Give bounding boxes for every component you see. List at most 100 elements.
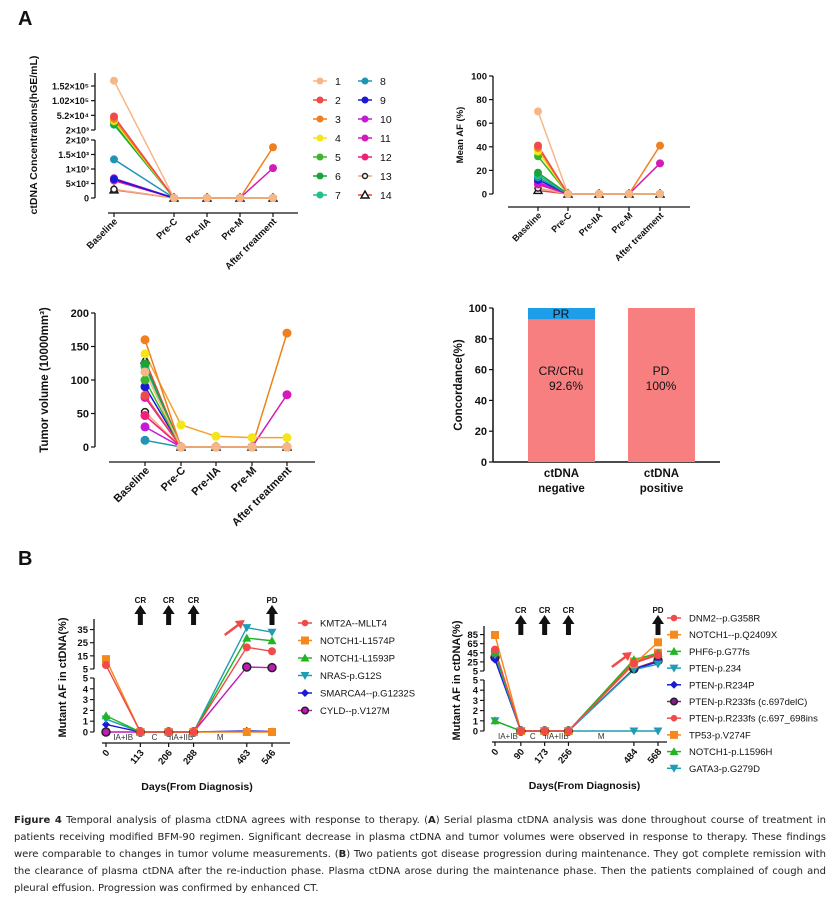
x-tick-label: 546 bbox=[260, 748, 279, 767]
point-marker bbox=[140, 335, 150, 345]
legend-item: PTEN-p.234 bbox=[667, 664, 741, 675]
data-point bbox=[669, 764, 679, 773]
series-line bbox=[113, 189, 273, 199]
x-tick-label: 256 bbox=[556, 747, 575, 766]
data-point bbox=[140, 435, 150, 445]
legend-item: 3 bbox=[313, 114, 341, 126]
x-tick-label: Baseline bbox=[510, 210, 543, 243]
legend-item: 9 bbox=[358, 95, 386, 107]
data-point bbox=[269, 164, 277, 173]
data-point bbox=[242, 643, 251, 652]
data-point bbox=[316, 191, 324, 199]
figure-caption: Figure 4 Temporal analysis of plasma ctD… bbox=[14, 812, 826, 897]
point-marker bbox=[140, 382, 150, 392]
legend-item: 1 bbox=[313, 76, 341, 88]
data-point bbox=[282, 390, 292, 400]
data-point bbox=[211, 431, 221, 441]
panel-label-b: B bbox=[18, 548, 33, 570]
x-tick-label: 0 bbox=[489, 747, 501, 758]
bar-annotation: CR/CRu bbox=[539, 364, 584, 378]
data-point bbox=[268, 728, 276, 736]
y-tick-label: 20 bbox=[476, 166, 487, 177]
legend-label: NOTCH1-L1574P bbox=[320, 636, 395, 647]
event-label: CR bbox=[163, 596, 175, 605]
point-marker bbox=[656, 141, 664, 150]
x-tick-label: ctDNA bbox=[644, 468, 679, 480]
data-point bbox=[176, 442, 186, 452]
point-marker bbox=[110, 155, 118, 164]
caption-segment: A bbox=[427, 815, 436, 826]
y-tick-label: 5.2×10⁴ bbox=[57, 111, 89, 121]
data-point bbox=[670, 680, 678, 689]
legend-item: CYLD--p.V127M bbox=[298, 706, 390, 717]
caption-segment: Temporal analysis of plasma ctDNA agrees… bbox=[61, 815, 428, 826]
data-point bbox=[629, 727, 639, 736]
point-marker bbox=[110, 175, 118, 184]
point-marker bbox=[282, 442, 292, 452]
point-marker bbox=[656, 159, 664, 168]
data-point bbox=[534, 107, 542, 116]
point-marker bbox=[242, 662, 252, 672]
data-point bbox=[140, 422, 150, 432]
point-marker bbox=[140, 435, 150, 445]
point-marker bbox=[269, 143, 277, 152]
data-point bbox=[301, 619, 309, 627]
point-marker bbox=[300, 706, 310, 715]
data-point bbox=[316, 134, 324, 142]
point-marker bbox=[316, 115, 324, 123]
caption-segment: ) Serial plasma ctDNA analysis was done … bbox=[14, 815, 826, 860]
y-tick-label: 100 bbox=[471, 72, 487, 83]
y-tick-label: 2 bbox=[83, 706, 88, 717]
legend: KMT2A--MLLT4 NOTCH1-L1574P NOTCH1-L1593P NR… bbox=[298, 619, 415, 717]
data-point bbox=[490, 716, 500, 725]
point-marker bbox=[189, 728, 198, 736]
data-point bbox=[101, 711, 111, 720]
point-marker bbox=[540, 727, 549, 735]
data-point bbox=[316, 153, 324, 161]
phase-label: IIA+IIB bbox=[544, 732, 568, 741]
point-marker bbox=[268, 647, 276, 656]
legend-label: 4 bbox=[335, 133, 341, 145]
data-point bbox=[564, 190, 572, 198]
point-marker bbox=[361, 172, 369, 180]
point-marker bbox=[102, 720, 110, 729]
legend-label: 11 bbox=[380, 133, 391, 145]
point-marker bbox=[516, 727, 525, 735]
legend: DNM2--p.G358R NOTCH1--p.Q2409X PHF6-p.G77f… bbox=[667, 614, 818, 775]
data-point bbox=[300, 706, 310, 715]
legend-label: 6 bbox=[335, 171, 341, 183]
point-marker bbox=[653, 727, 663, 736]
data-point bbox=[211, 442, 221, 452]
data-point bbox=[102, 661, 110, 670]
data-point bbox=[242, 728, 251, 736]
data-point bbox=[669, 664, 679, 673]
point-marker bbox=[316, 96, 324, 104]
legend-item: NRAS-p.G12S bbox=[298, 671, 382, 682]
point-marker bbox=[170, 194, 178, 202]
data-point bbox=[669, 646, 679, 655]
legend-label: 14 bbox=[380, 190, 392, 202]
legend-label: 10 bbox=[380, 114, 392, 126]
data-point bbox=[164, 728, 173, 736]
legend-label: NOTCH1-p.L1596H bbox=[689, 747, 773, 758]
data-point bbox=[359, 189, 371, 199]
y-tick-label: 5 bbox=[83, 665, 89, 676]
event-label: PD bbox=[266, 596, 277, 605]
up-arrow-icon bbox=[538, 615, 551, 635]
y-tick-label: 2×10³ bbox=[66, 136, 89, 146]
point-marker bbox=[361, 115, 369, 123]
data-point bbox=[669, 747, 679, 756]
data-point bbox=[267, 662, 277, 673]
data-point bbox=[534, 141, 542, 150]
point-marker bbox=[300, 653, 310, 662]
point-marker bbox=[267, 662, 277, 673]
point-marker bbox=[625, 190, 633, 198]
point-marker bbox=[247, 433, 257, 443]
point-marker bbox=[211, 442, 221, 452]
point-marker bbox=[140, 422, 150, 432]
data-point bbox=[282, 328, 292, 338]
